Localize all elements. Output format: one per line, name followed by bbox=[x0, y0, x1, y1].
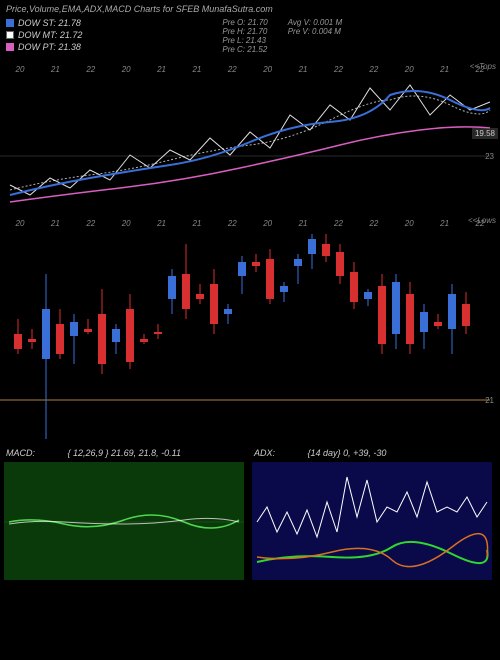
adx-chart bbox=[252, 462, 492, 580]
svg-text:22: 22 bbox=[368, 65, 378, 74]
svg-text:20: 20 bbox=[121, 65, 131, 74]
legend-mt-label: DOW MT: 21.72 bbox=[18, 30, 82, 40]
svg-text:20: 20 bbox=[121, 219, 131, 228]
adx-label: ADX: {14 day} 0, +39, -30 bbox=[254, 448, 386, 458]
svg-text:21: 21 bbox=[298, 65, 308, 74]
ema-panel: <<Tops 202122202121222021222220212223 19… bbox=[0, 60, 500, 210]
pre-o: Pre O: 21.70 bbox=[222, 18, 267, 27]
svg-text:22: 22 bbox=[333, 219, 343, 228]
svg-text:20: 20 bbox=[262, 65, 272, 74]
macd-label: MACD: { 12,26,9 } 21.69, 21.8, -0.11 bbox=[6, 448, 181, 458]
svg-text:22: 22 bbox=[227, 65, 237, 74]
svg-text:21: 21 bbox=[191, 219, 201, 228]
header-row: DOW ST: 21.78 DOW MT: 21.72 DOW PT: 21.3… bbox=[0, 18, 500, 54]
svg-text:21: 21 bbox=[485, 396, 494, 405]
adx-params: {14 day} 0, +39, -30 bbox=[308, 448, 387, 458]
svg-text:20: 20 bbox=[15, 219, 25, 228]
dow-legend: DOW ST: 21.78 DOW MT: 21.72 DOW PT: 21.3… bbox=[6, 18, 82, 54]
svg-text:23: 23 bbox=[485, 152, 494, 161]
pre-c: Pre C: 21.52 bbox=[222, 45, 267, 54]
vol-info: Avg V: 0.001 M Pre V: 0.004 M bbox=[288, 18, 342, 54]
svg-text:21: 21 bbox=[50, 65, 60, 74]
legend-st-label: DOW ST: 21.78 bbox=[18, 18, 81, 28]
price-callout: 19.58 bbox=[472, 128, 498, 139]
svg-text:20: 20 bbox=[15, 65, 25, 74]
pre-l: Pre L: 21.43 bbox=[222, 36, 267, 45]
swatch-st bbox=[6, 19, 14, 27]
svg-text:21: 21 bbox=[439, 65, 449, 74]
svg-text:21: 21 bbox=[156, 219, 166, 228]
avg-v: Avg V: 0.001 M bbox=[288, 18, 342, 27]
macd-chart bbox=[4, 462, 244, 580]
tops-label: <<Tops bbox=[470, 62, 496, 71]
svg-text:21: 21 bbox=[50, 219, 60, 228]
macd-box: MACD: { 12,26,9 } 21.69, 21.8, -0.11 bbox=[4, 462, 248, 580]
ema-chart: 202122202121222021222220212223 bbox=[0, 60, 500, 210]
svg-text:21: 21 bbox=[156, 65, 166, 74]
indicator-row: MACD: { 12,26,9 } 21.69, 21.8, -0.11 ADX… bbox=[0, 462, 500, 580]
svg-text:21: 21 bbox=[298, 219, 308, 228]
adx-box: ADX: {14 day} 0, +39, -30 bbox=[252, 462, 496, 580]
legend-pt-label: DOW PT: 21.38 bbox=[18, 42, 81, 52]
pre-v: Pre V: 0.004 M bbox=[288, 27, 342, 36]
svg-text:22: 22 bbox=[227, 219, 237, 228]
svg-text:22: 22 bbox=[333, 65, 343, 74]
adx-name: ADX: bbox=[254, 448, 275, 458]
svg-text:22: 22 bbox=[85, 219, 95, 228]
svg-text:22: 22 bbox=[85, 65, 95, 74]
candle-chart: 202122202121222021222220212221 bbox=[0, 214, 500, 444]
svg-text:21: 21 bbox=[439, 219, 449, 228]
legend-dow-st: DOW ST: 21.78 bbox=[6, 18, 82, 28]
svg-text:20: 20 bbox=[404, 219, 414, 228]
pre-ohlc: Pre O: 21.70 Pre H: 21.70 Pre L: 21.43 P… bbox=[222, 18, 267, 54]
lows-label: <<Lows bbox=[468, 216, 496, 225]
swatch-mt bbox=[6, 31, 14, 39]
legend-dow-mt: DOW MT: 21.72 bbox=[6, 30, 82, 40]
swatch-pt bbox=[6, 43, 14, 51]
macd-name: MACD: bbox=[6, 448, 35, 458]
chart-title: Price,Volume,EMA,ADX,MACD Charts for SFE… bbox=[0, 0, 500, 18]
svg-text:20: 20 bbox=[262, 219, 272, 228]
candle-panel: <<Lows 202122202121222021222220212221 bbox=[0, 214, 500, 444]
legend-dow-pt: DOW PT: 21.38 bbox=[6, 42, 82, 52]
macd-params: { 12,26,9 } 21.69, 21.8, -0.11 bbox=[68, 448, 181, 458]
svg-text:20: 20 bbox=[404, 65, 414, 74]
pre-h: Pre H: 21.70 bbox=[222, 27, 267, 36]
svg-text:22: 22 bbox=[368, 219, 378, 228]
svg-text:21: 21 bbox=[191, 65, 201, 74]
